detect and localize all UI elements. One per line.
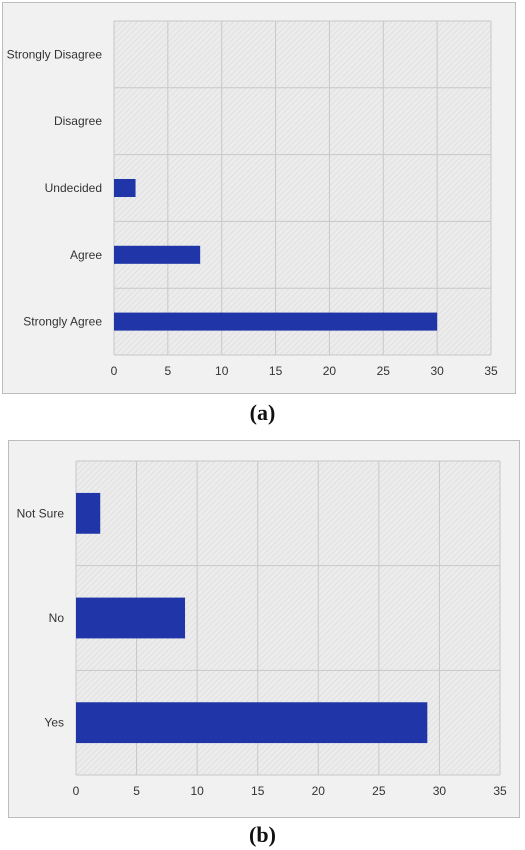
category-label: Strongly Disagree: [7, 47, 103, 61]
x-tick-label: 20: [323, 364, 337, 378]
caption-a: (a): [249, 400, 276, 425]
x-tick-label: 30: [430, 364, 444, 378]
plot-area: [114, 21, 491, 355]
bar: [76, 492, 101, 534]
x-tick-label: 0: [111, 364, 118, 378]
category-label: Undecided: [45, 181, 102, 195]
caption-b: (b): [249, 822, 276, 847]
bar: [114, 178, 136, 198]
chart-b-panel: 0 5 10 15 20 25 30 35 Not Sure No Yes: [8, 440, 520, 818]
x-tick-label: 35: [493, 784, 507, 798]
x-tick-label: 35: [484, 364, 498, 378]
x-tick-label: 15: [251, 784, 265, 798]
bar: [76, 702, 428, 744]
category-label: Agree: [70, 248, 102, 262]
x-tick-label: 15: [269, 364, 283, 378]
x-tick-label: 5: [165, 364, 172, 378]
x-tick-label: 10: [215, 364, 229, 378]
bar: [114, 312, 438, 331]
x-tick-label: 25: [372, 784, 386, 798]
bar: [114, 245, 201, 264]
x-tick-label: 30: [433, 784, 447, 798]
chart-a: 0 5 10 15 20 25 30 35 Strongly Disagree Disagree U…: [7, 20, 498, 378]
category-label: Disagree: [54, 114, 102, 128]
x-tick-label: 0: [73, 784, 80, 798]
category-label: Yes: [44, 716, 64, 730]
category-label: Not Sure: [17, 506, 65, 520]
chart-a-panel: 0 5 10 15 20 25 30 35 Strongly Disagree Disagree U…: [2, 2, 516, 394]
chart-b: 0 5 10 15 20 25 30 35 Not Sure No Yes: [17, 460, 507, 798]
category-label: No: [49, 611, 65, 625]
category-label: Strongly Agree: [23, 315, 102, 329]
x-tick-label: 5: [133, 784, 140, 798]
x-tick-label: 25: [377, 364, 391, 378]
bar: [76, 597, 186, 639]
x-tick-label: 10: [190, 784, 204, 798]
x-tick-label: 20: [312, 784, 326, 798]
